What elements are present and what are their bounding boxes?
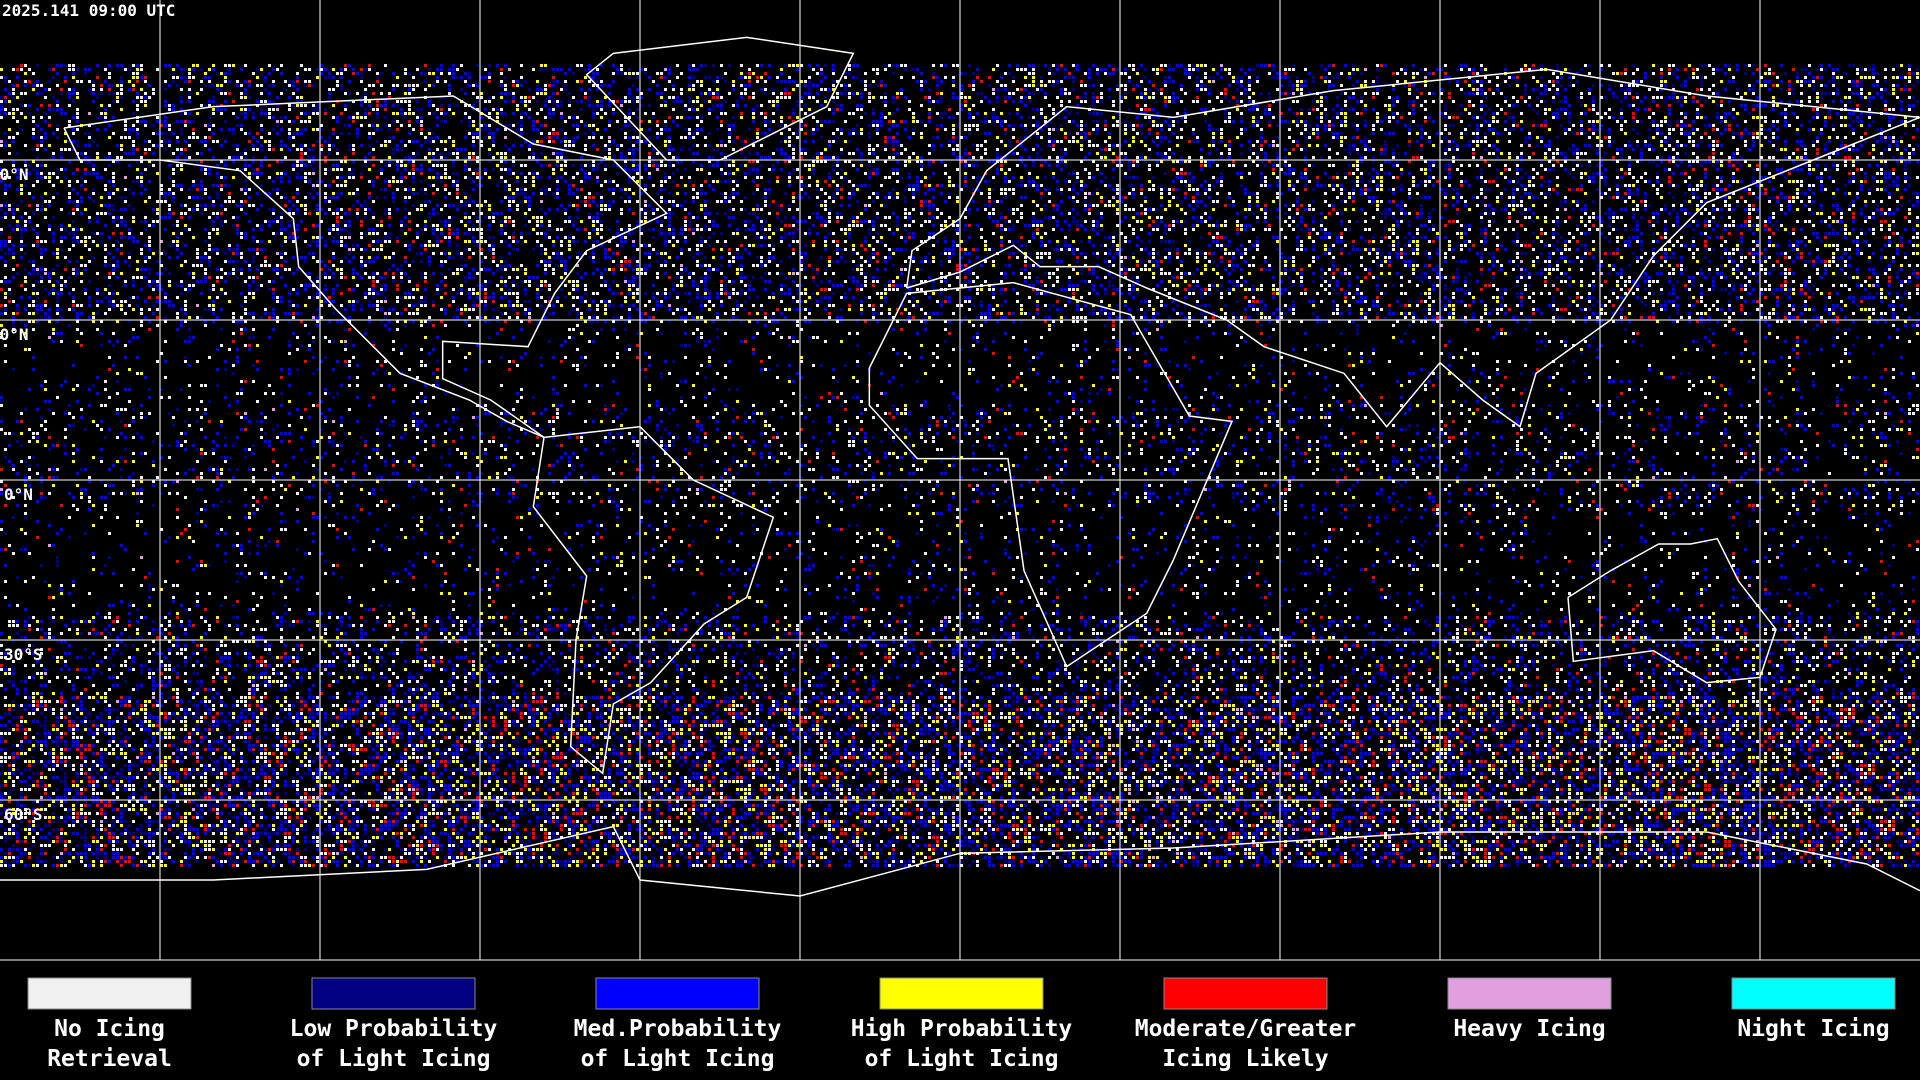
legend-label: Night Icing: [1737, 1016, 1889, 1042]
legend-label: Icing Likely: [1162, 1046, 1328, 1072]
coastline: [1567, 537, 1777, 684]
timestamp: 2025.141 09:00 UTC: [2, 1, 175, 20]
latitude-label: 0°N: [4, 485, 33, 504]
legend: No Icing Retrieval Low Probability of Light…: [27, 977, 1896, 1072]
coastline: [63, 95, 668, 439]
latitude-label: 30°S: [4, 645, 43, 664]
legend-swatch: [1731, 977, 1896, 1010]
legend-label: Low Probability: [290, 1016, 498, 1042]
coastline: [868, 281, 1234, 668]
latitude-label: 30°N: [0, 325, 29, 344]
legend-swatch: [27, 977, 192, 1010]
coastline: [532, 425, 775, 775]
legend-label: No Icing: [54, 1016, 165, 1042]
legend-swatch: [595, 977, 760, 1010]
legend-label: High Probability: [851, 1016, 1073, 1042]
legend-label: of Light Icing: [581, 1046, 775, 1072]
legend-label: of Light Icing: [865, 1046, 1059, 1072]
legend-swatch: [1163, 977, 1328, 1010]
legend-label: Retrieval: [47, 1046, 172, 1072]
graticule: [0, 0, 1920, 960]
legend-label: Heavy Icing: [1453, 1016, 1605, 1042]
coastline: [0, 825, 1920, 897]
legend-swatch: [1447, 977, 1612, 1010]
legend-label: Moderate/Greater: [1135, 1016, 1357, 1042]
legend-label: Med.Probability: [574, 1016, 782, 1042]
latitude-label: 60°S: [4, 805, 43, 824]
legend-label: of Light Icing: [297, 1046, 491, 1072]
legend-swatch: [311, 977, 476, 1010]
legend-swatch: [879, 977, 1044, 1010]
latitude-label: 60°N: [0, 165, 29, 184]
